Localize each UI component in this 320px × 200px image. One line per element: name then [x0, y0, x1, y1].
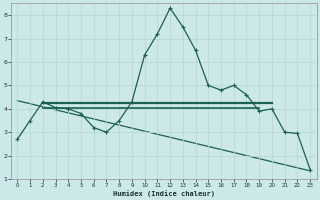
X-axis label: Humidex (Indice chaleur): Humidex (Indice chaleur)	[113, 190, 215, 197]
